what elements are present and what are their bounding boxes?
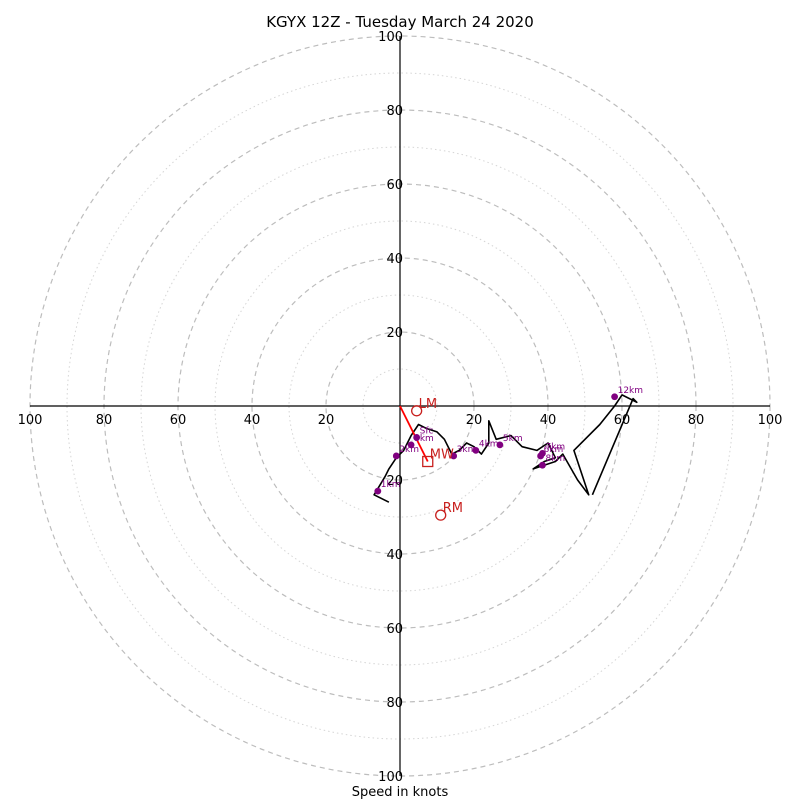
x-tick-label: 40 [540,413,557,428]
height-marker-dot [539,461,546,469]
y-tick-label: 60 [386,178,403,193]
hodograph-series [373,394,638,503]
x-tick-label: 100 [18,413,43,428]
height-marker-dot [611,393,618,401]
storm-motion-markers: LM MW RM [410,397,463,521]
x-tick-label: 60 [170,413,187,428]
x-tick-label: 100 [758,413,783,428]
tick-labels: 100 80 60 40 20 20 40 60 80 100100806040202040608… [18,30,783,785]
y-tick-label: 80 [386,104,403,119]
mean-wind-vector [399,405,429,462]
storm-motion-label: MW [430,448,454,463]
height-marker-label: 6km [544,445,564,455]
height-marker-dot [472,447,480,454]
x-tick-label: 40 [244,413,261,428]
height-marker-label: 5km [503,434,523,444]
y-tick-label: 20 [386,474,403,489]
y-tick-label: 100 [378,770,403,785]
y-tick-label: 40 [386,252,403,267]
storm-motion-square [422,455,434,468]
height-marker-label: 2km [399,445,419,455]
y-tick-label: 40 [386,548,403,563]
y-tick-label: 80 [386,696,403,711]
chart-title: KGYX 12Z - Tuesday March 24 2020 [266,13,534,31]
height-marker-label: Sfc [420,426,434,436]
height-marker-dot [539,449,546,457]
y-tick-label: 100 [378,30,403,45]
height-marker-label: 12km [618,386,643,396]
x-tick-label: 20 [466,413,483,428]
y-tick-label: 20 [386,326,403,341]
storm-motion-label: LM [419,397,437,412]
height-marker-dot [496,441,504,449]
x-tick-label: 20 [318,413,335,428]
height-marker-label: 1km [381,480,401,490]
x-tick-label: 80 [96,413,113,428]
storm-motion-circle [410,405,423,417]
x-tick-label: 80 [688,413,705,428]
height-marker-dot [392,452,400,460]
height-marker-dot [413,434,421,441]
height-marker-label: 7km [545,442,565,452]
height-marker-dot [450,452,458,460]
hodograph-line [373,394,638,503]
height-marker-label: 3km [414,434,434,444]
storm-motion-circle [435,509,447,521]
height-marker-dot [407,441,415,449]
height-marker-label: 8km [545,454,565,464]
height-marker-label: 3km [457,445,477,455]
height-marker-dot [374,487,382,495]
height-marker-label: 4km [479,439,499,449]
y-tick-label: 60 [386,622,403,637]
storm-motion-label: RM [443,501,463,516]
x-axis-label: Speed in knots [352,785,449,800]
